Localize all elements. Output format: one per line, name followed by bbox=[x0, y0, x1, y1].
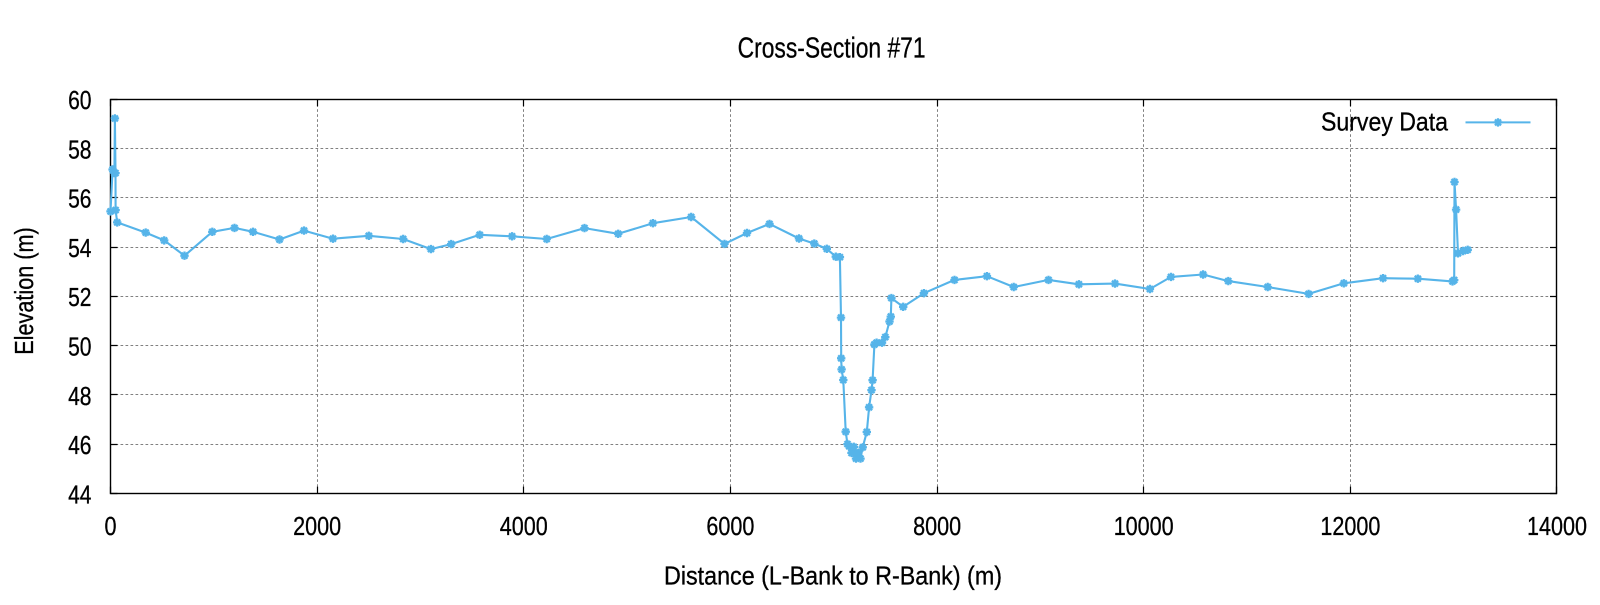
svg-text:46: 46 bbox=[68, 430, 91, 460]
svg-text:44: 44 bbox=[68, 479, 91, 509]
svg-text:2000: 2000 bbox=[293, 511, 341, 541]
svg-text:Cross-Section #71: Cross-Section #71 bbox=[738, 33, 926, 65]
svg-text:56: 56 bbox=[68, 184, 91, 214]
svg-text:Elevation (m): Elevation (m) bbox=[9, 227, 39, 355]
svg-text:4000: 4000 bbox=[500, 511, 548, 541]
svg-text:6000: 6000 bbox=[706, 511, 754, 541]
svg-text:14000: 14000 bbox=[1527, 511, 1587, 541]
svg-text:Distance (L-Bank to R-Bank) (m: Distance (L-Bank to R-Bank) (m) bbox=[664, 561, 1002, 591]
svg-text:0: 0 bbox=[105, 511, 117, 541]
svg-text:58: 58 bbox=[68, 134, 91, 164]
svg-text:Survey Data: Survey Data bbox=[1321, 106, 1448, 136]
svg-text:60: 60 bbox=[68, 85, 91, 115]
svg-text:48: 48 bbox=[68, 381, 91, 411]
svg-text:12000: 12000 bbox=[1320, 511, 1380, 541]
svg-text:54: 54 bbox=[68, 233, 91, 263]
svg-text:8000: 8000 bbox=[913, 511, 961, 541]
svg-text:10000: 10000 bbox=[1114, 511, 1174, 541]
svg-text:52: 52 bbox=[68, 282, 91, 312]
svg-text:50: 50 bbox=[68, 332, 91, 362]
